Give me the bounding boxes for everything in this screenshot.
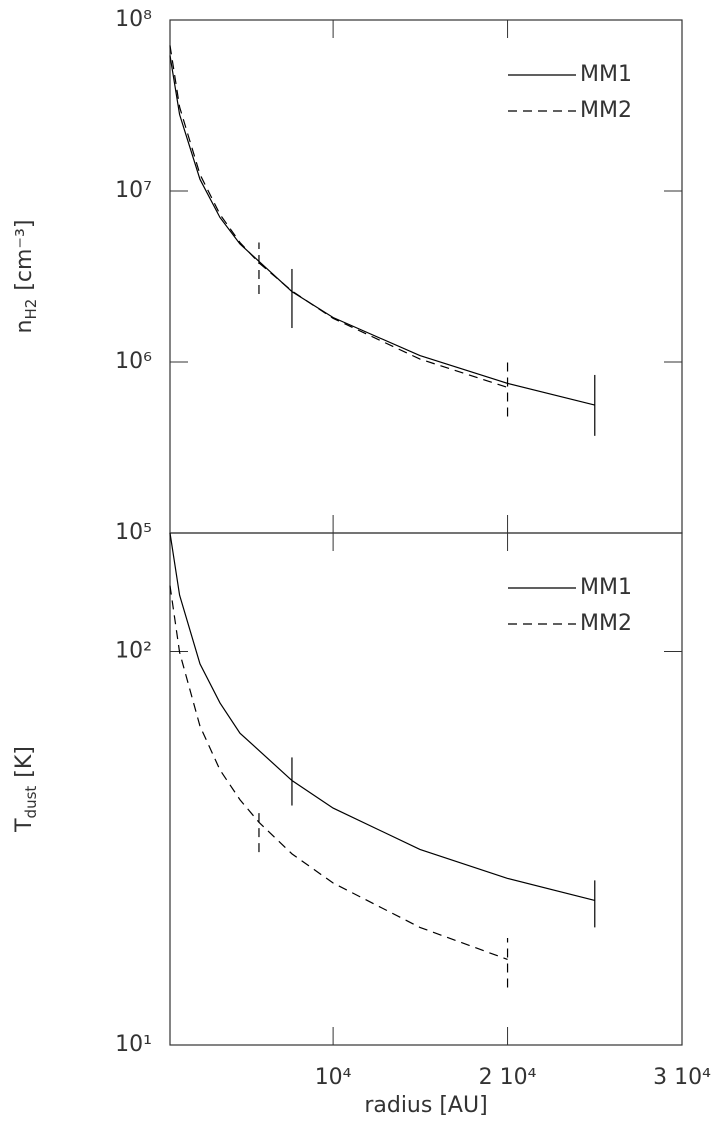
y-axis-label: nH2 [cm⁻³] xyxy=(12,220,40,334)
legend-label: MM2 xyxy=(580,98,632,123)
plot-frame xyxy=(169,532,683,1046)
x-tick-label: 2 10⁴ xyxy=(479,1065,537,1090)
legend-label: MM1 xyxy=(580,575,632,600)
series-line xyxy=(169,585,508,960)
plot-frame xyxy=(169,19,683,534)
y-tick-label: 10⁷ xyxy=(115,178,152,203)
y-label-sub: dust xyxy=(22,786,40,819)
x-axis-label: radius [AU] xyxy=(364,1093,487,1118)
x-tick-label: 3 10⁴ xyxy=(653,1065,711,1090)
y-tick-label: 10⁸ xyxy=(115,7,152,32)
y-label-unit: [K] xyxy=(12,746,37,778)
legend-label: MM2 xyxy=(580,611,632,636)
y-label-main: T xyxy=(12,818,37,833)
series-line xyxy=(169,532,595,902)
series-line xyxy=(169,55,595,406)
y-tick-label: 10² xyxy=(115,638,152,663)
y-tick-label: 10⁵ xyxy=(115,520,152,545)
x-tick-label: 10⁴ xyxy=(315,1065,352,1090)
y-tick-label: 10¹ xyxy=(115,1032,152,1057)
y-label-sub: H2 xyxy=(22,299,40,320)
y-label-unit: [cm⁻³] xyxy=(12,220,37,291)
legend-label: MM1 xyxy=(580,62,632,87)
y-tick-label: 10⁶ xyxy=(115,349,152,374)
y-label-main: n xyxy=(12,320,37,334)
series-line xyxy=(169,45,508,389)
y-axis-label: Tdust [K] xyxy=(12,746,40,833)
